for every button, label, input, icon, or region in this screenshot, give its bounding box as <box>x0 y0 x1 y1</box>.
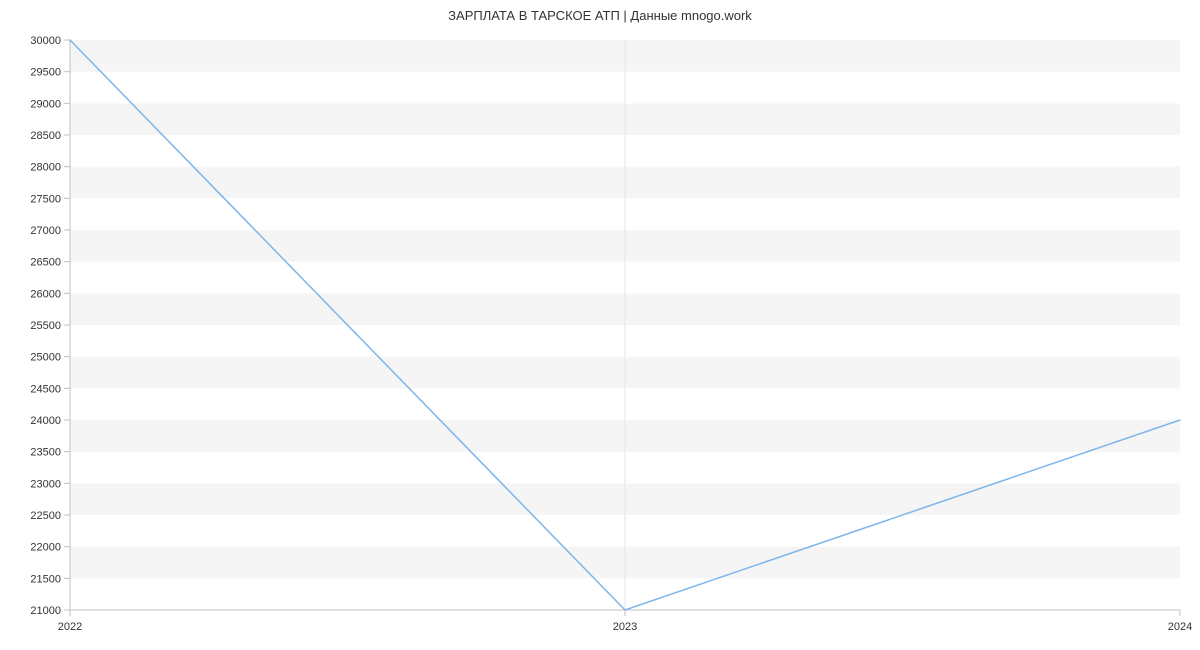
y-tick-label: 29000 <box>30 98 61 110</box>
y-tick-label: 26000 <box>30 288 61 300</box>
y-tick-label: 25500 <box>30 320 61 332</box>
chart-svg: 21000 21500 22000 22500 23000 23500 24000 24500… <box>0 0 1200 650</box>
y-tick-label: 26500 <box>30 257 61 269</box>
x-tick-label: 2022 <box>58 621 82 633</box>
chart-title: ЗАРПЛАТА В ТАРСКОЕ АТП | Данные mnogo.wo… <box>0 8 1200 23</box>
y-tick-label: 24000 <box>30 415 61 427</box>
y-tick-label: 21500 <box>30 573 61 585</box>
salary-line-chart: ЗАРПЛАТА В ТАРСКОЕ АТП | Данные mnogo.wo… <box>0 0 1200 650</box>
y-tick-label: 27000 <box>30 225 61 237</box>
y-tick-label: 24500 <box>30 383 61 395</box>
y-tick-label: 23500 <box>30 447 61 459</box>
y-tick-label: 23000 <box>30 478 61 490</box>
y-tick-label: 22000 <box>30 542 61 554</box>
y-tick-label: 28500 <box>30 130 61 142</box>
y-tick-label: 27500 <box>30 193 61 205</box>
y-tick-label: 28000 <box>30 162 61 174</box>
y-tick-label: 30000 <box>30 35 61 47</box>
y-tick-label: 22500 <box>30 510 61 522</box>
y-tick-label: 21000 <box>30 605 61 617</box>
y-tick-label: 25000 <box>30 352 61 364</box>
x-tick-label: 2024 <box>1168 621 1192 633</box>
x-tick-label: 2023 <box>613 621 637 633</box>
y-tick-label: 29500 <box>30 67 61 79</box>
